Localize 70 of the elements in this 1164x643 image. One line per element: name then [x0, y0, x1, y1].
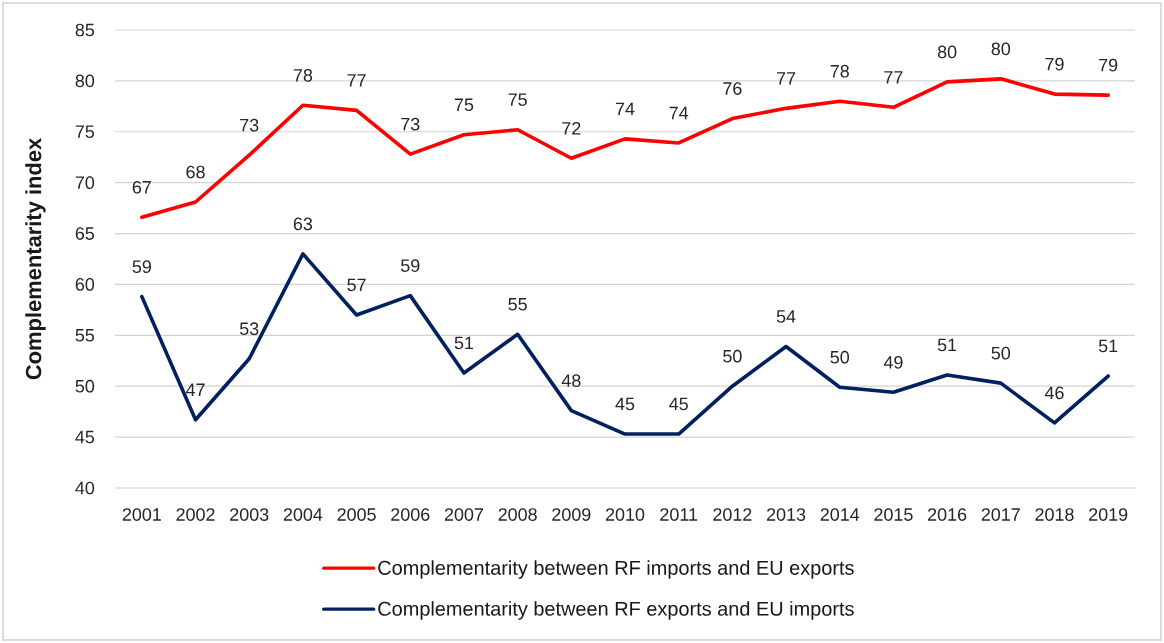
data-label: 77	[347, 74, 366, 87]
legend-label: Complementarity between RF exports and EU imports	[378, 601, 854, 620]
y-axis-title: Complementarity index	[25, 137, 46, 380]
x-tick-label: 2011	[660, 508, 698, 521]
data-label: 67	[132, 180, 151, 194]
y-tick-label: 45	[75, 430, 95, 444]
y-tick-label: 50	[75, 379, 95, 393]
y-tick-label: 55	[75, 329, 95, 342]
x-tick-label: 2006	[391, 508, 430, 521]
data-label: 75	[508, 93, 527, 106]
x-tick-label: 2015	[874, 508, 913, 521]
x-tick-label: 2010	[605, 508, 645, 521]
data-label: 54	[776, 310, 796, 323]
data-label: 53	[239, 322, 259, 336]
x-tick-label: 2001	[122, 508, 161, 521]
data-label: 45	[615, 397, 635, 411]
data-label: 75	[454, 98, 474, 112]
x-tick-label: 2018	[1035, 508, 1074, 521]
x-tick-label: 2005	[337, 508, 376, 521]
x-tick-label: 2004	[283, 508, 323, 521]
data-label: 48	[561, 374, 581, 387]
data-label: 50	[723, 349, 742, 363]
x-tick-label: 2003	[230, 508, 269, 521]
y-tick-label: 85	[75, 23, 95, 37]
data-label: 76	[723, 82, 742, 95]
data-label: 73	[240, 118, 259, 132]
data-label: 57	[347, 278, 366, 292]
data-label: 59	[132, 260, 151, 273]
data-label: 79	[1099, 58, 1118, 72]
data-label: 80	[937, 45, 957, 59]
data-label: 45	[669, 397, 688, 411]
y-tick-label: 70	[75, 176, 95, 189]
data-label: 46	[1044, 386, 1064, 400]
data-label: 77	[777, 72, 796, 85]
data-label: 72	[562, 121, 581, 135]
data-label: 68	[186, 165, 205, 179]
x-tick-label: 2014	[820, 508, 860, 521]
data-label: 78	[830, 64, 849, 78]
data-label: 78	[293, 68, 313, 82]
data-label: 73	[401, 117, 420, 131]
data-label: 51	[937, 338, 957, 352]
data-label: 55	[508, 298, 527, 311]
data-label: 51	[454, 336, 474, 350]
y-tick-label: 80	[75, 74, 95, 88]
data-label: 74	[669, 106, 689, 120]
x-tick-label: 2012	[713, 508, 752, 521]
y-tick-label: 65	[75, 227, 95, 240]
y-tick-label: 40	[75, 481, 95, 495]
data-label: 50	[991, 346, 1011, 360]
data-label: 47	[185, 383, 205, 396]
x-tick-label: 2019	[1089, 508, 1128, 521]
data-label: 59	[401, 259, 420, 272]
legend-label: Complementarity between RF imports and EU exports	[378, 560, 854, 579]
y-tick-label: 60	[75, 278, 95, 291]
data-label: 79	[1045, 57, 1064, 71]
y-tick-label: 75	[75, 125, 95, 139]
x-tick-label: 2016	[928, 508, 967, 521]
x-tick-label: 2009	[552, 508, 591, 521]
data-label: 80	[991, 42, 1011, 56]
x-tick-label: 2007	[444, 508, 483, 521]
x-tick-label: 2017	[981, 508, 1020, 521]
data-label: 74	[615, 102, 635, 116]
data-label: 51	[1098, 339, 1118, 353]
x-tick-label: 2013	[767, 508, 806, 521]
data-label: 63	[293, 217, 313, 231]
data-label: 49	[883, 355, 903, 369]
x-tick-label: 2002	[176, 508, 215, 521]
data-label: 77	[884, 71, 903, 84]
data-label: 50	[830, 350, 850, 364]
x-tick-label: 2008	[498, 508, 537, 521]
